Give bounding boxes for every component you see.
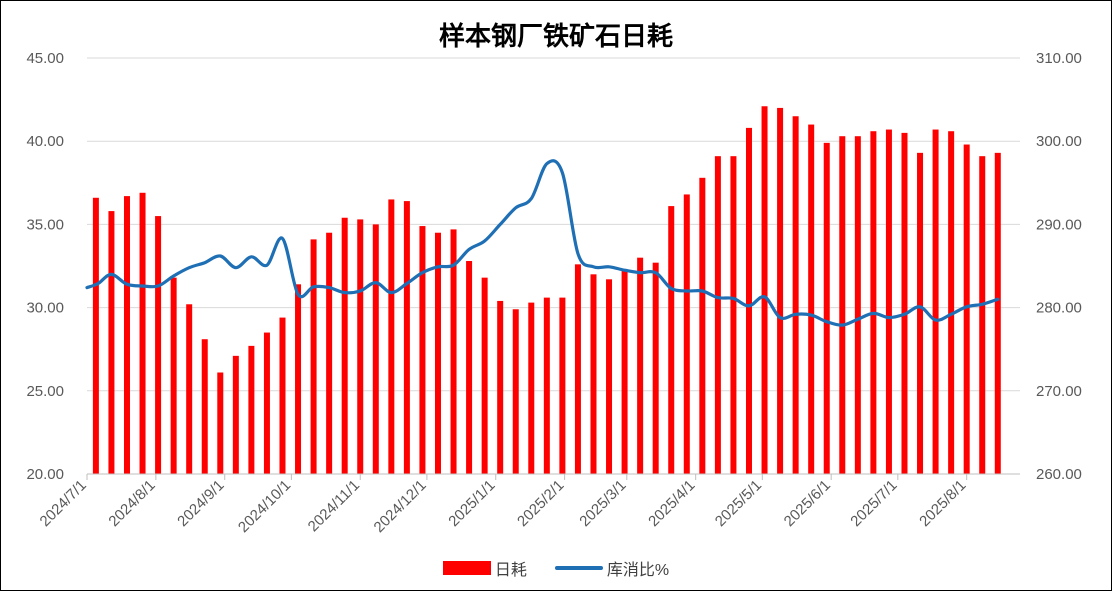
x-tick-label: 2024/8/1 — [105, 477, 158, 530]
y-left-tick-label: 45.00 — [26, 50, 64, 67]
bar-daily-consumption — [574, 264, 581, 474]
x-tick-label: 2025/7/1 — [847, 477, 900, 530]
bar-daily-consumption — [932, 129, 939, 474]
bar-daily-consumption — [403, 201, 410, 474]
y-right-tick-label: 270.00 — [1036, 383, 1082, 400]
line-stock-consumption-ratio — [85, 159, 1000, 327]
bar-daily-consumption — [745, 127, 752, 474]
bar-daily-consumption — [823, 142, 830, 474]
bar-daily-consumption — [761, 106, 768, 475]
chart-title: 样本钢厂铁矿石日耗 — [438, 22, 673, 52]
bar-daily-consumption — [326, 232, 333, 474]
x-tick-label: 2025/2/1 — [514, 477, 567, 530]
x-tick-label: 2025/6/1 — [781, 477, 834, 530]
bar-daily-consumption — [963, 144, 970, 474]
bar-daily-consumption — [310, 239, 317, 474]
bar-daily-consumption — [481, 277, 488, 474]
x-tick-label: 2025/1/1 — [445, 477, 498, 530]
bar-daily-consumption — [808, 124, 815, 474]
y-right-tick-label: 280.00 — [1036, 300, 1082, 317]
y-left-tick-label: 25.00 — [26, 383, 64, 400]
x-tick-label: 2025/5/1 — [712, 477, 765, 530]
bar-daily-consumption — [201, 339, 208, 474]
bar-daily-consumption — [792, 116, 799, 475]
bar-daily-consumption — [295, 284, 302, 474]
bar-daily-consumption — [948, 131, 955, 474]
bar-daily-consumption — [388, 199, 395, 474]
bar-daily-consumption — [92, 197, 99, 474]
legend-item-bars: 日耗 — [442, 556, 527, 580]
bar-daily-consumption — [917, 152, 924, 474]
bar-daily-consumption — [621, 270, 628, 474]
bar-daily-consumption — [839, 136, 846, 474]
bar-daily-consumption — [170, 277, 177, 474]
x-tick-label: 2024/7/1 — [37, 477, 90, 530]
bar-daily-consumption — [994, 152, 1001, 474]
bar-daily-consumption — [123, 196, 130, 474]
bar-daily-consumption — [777, 107, 784, 475]
bar-daily-consumption — [279, 317, 286, 474]
bar-daily-consumption — [341, 217, 348, 474]
bar-daily-consumption — [497, 300, 504, 474]
bar-daily-consumption — [372, 224, 379, 474]
y-right-tick-label: 290.00 — [1036, 216, 1082, 233]
bar-daily-consumption — [854, 136, 861, 474]
bar-daily-consumption — [528, 302, 535, 474]
bar-daily-consumption — [683, 194, 690, 474]
bar-daily-consumption — [606, 279, 613, 474]
bar-daily-consumption — [419, 226, 426, 474]
y-left-tick-label: 35.00 — [26, 216, 64, 233]
bar-daily-consumption — [590, 274, 597, 474]
bar-daily-consumption — [637, 257, 644, 474]
bar-daily-consumption — [434, 232, 441, 474]
x-tick-label: 2025/4/1 — [645, 477, 698, 530]
legend-bar-swatch — [442, 561, 491, 575]
chart-legend: 日耗 库消比% — [0, 556, 1112, 580]
bar-daily-consumption — [217, 372, 224, 474]
bar-daily-consumption — [979, 156, 986, 474]
legend-line-label: 库消比% — [606, 562, 670, 579]
legend-bar-label: 日耗 — [494, 562, 527, 579]
bar-daily-consumption — [512, 309, 519, 474]
bar-daily-consumption — [248, 345, 255, 474]
bar-daily-consumption — [543, 297, 550, 474]
bar-daily-consumption — [559, 297, 566, 474]
x-tick-label: 2024/10/1 — [235, 477, 294, 536]
bar-daily-consumption — [652, 262, 659, 474]
y-right-tick-label: 260.00 — [1036, 466, 1082, 483]
bar-daily-consumption — [699, 177, 706, 475]
y-right-tick-label: 300.00 — [1036, 133, 1082, 150]
bar-daily-consumption — [450, 229, 457, 474]
bar-daily-consumption — [730, 156, 737, 474]
x-tick-label: 2024/11/1 — [305, 477, 363, 535]
bar-daily-consumption — [263, 332, 270, 474]
legend-line-swatch — [554, 566, 603, 570]
y-left-tick-label: 30.00 — [26, 300, 64, 317]
bar-daily-consumption — [668, 206, 675, 474]
bar-daily-consumption — [232, 355, 239, 474]
y-left-tick-label: 20.00 — [26, 466, 64, 483]
x-tick-label: 2024/9/1 — [174, 477, 227, 530]
bar-daily-consumption — [357, 219, 364, 474]
x-tick-label: 2024/12/1 — [370, 477, 429, 536]
y-right-tick-label: 310.00 — [1036, 50, 1082, 67]
bar-daily-consumption — [466, 261, 473, 474]
x-tick-label: 2025/3/1 — [576, 477, 629, 530]
bar-daily-consumption — [139, 192, 146, 474]
y-left-tick-label: 40.00 — [26, 133, 64, 150]
bar-daily-consumption — [901, 132, 908, 474]
bar-daily-consumption — [870, 131, 877, 474]
bar-daily-consumption — [885, 129, 892, 474]
bar-daily-consumption — [186, 304, 193, 474]
bar-daily-consumption — [108, 211, 115, 474]
bar-daily-consumption — [714, 156, 721, 474]
bar-daily-consumption — [155, 216, 162, 474]
x-tick-label: 2025/8/1 — [916, 477, 969, 530]
legend-item-line: 库消比% — [554, 556, 670, 580]
